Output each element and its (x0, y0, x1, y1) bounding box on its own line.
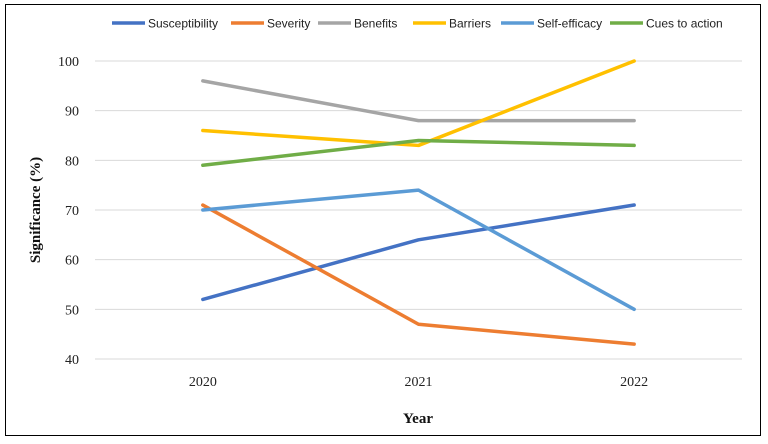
y-tick-label: 70 (65, 204, 79, 219)
series-line-barriers (201, 59, 636, 148)
legend-label-barriers: Barriers (449, 17, 491, 31)
series-lines (201, 59, 636, 346)
x-tick-label: 2021 (405, 375, 433, 390)
legend-label-self-efficacy: Self-efficacy (537, 17, 602, 31)
series-line-susceptibility (201, 203, 636, 302)
y-axis-title: Significance (%) (28, 157, 44, 263)
chart-frame (5, 4, 761, 436)
y-tick-label: 50 (65, 303, 79, 318)
y-tick-label: 40 (65, 353, 79, 368)
y-axis-ticks: 40 50 60 70 80 90 100 (58, 55, 79, 368)
series-line-severity (201, 203, 636, 346)
x-axis-ticks: 2020 2021 2022 (189, 375, 648, 390)
x-tick-label: 2020 (189, 375, 217, 390)
x-tick-label: 2022 (620, 375, 648, 390)
legend-label-benefits: Benefits (354, 17, 397, 31)
y-tick-label: 80 (65, 154, 79, 169)
legend: Susceptibility Severity Benefits Barriers Se… (112, 17, 723, 31)
y-tick-label: 100 (58, 55, 79, 70)
series-line-self-efficacy (201, 188, 636, 312)
legend-label-cues-to-action: Cues to action (646, 17, 723, 31)
x-axis-title: Year (403, 411, 433, 427)
y-tick-label: 90 (65, 105, 79, 120)
y-tick-label: 60 (65, 254, 79, 269)
series-line-benefits (201, 79, 636, 123)
gridlines (95, 60, 742, 360)
legend-label-susceptibility: Susceptibility (148, 17, 218, 31)
series-line-cues-to-action (201, 138, 636, 168)
legend-label-severity: Severity (267, 17, 310, 31)
